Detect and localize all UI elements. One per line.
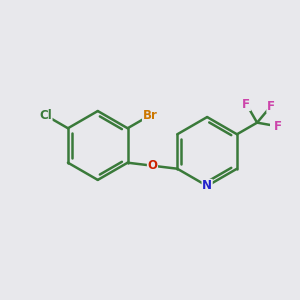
Text: O: O — [148, 159, 158, 172]
Text: F: F — [267, 100, 275, 113]
Text: Br: Br — [142, 109, 158, 122]
Text: F: F — [242, 98, 250, 110]
Text: Cl: Cl — [39, 109, 52, 122]
Text: N: N — [202, 179, 212, 192]
Text: F: F — [274, 120, 282, 133]
